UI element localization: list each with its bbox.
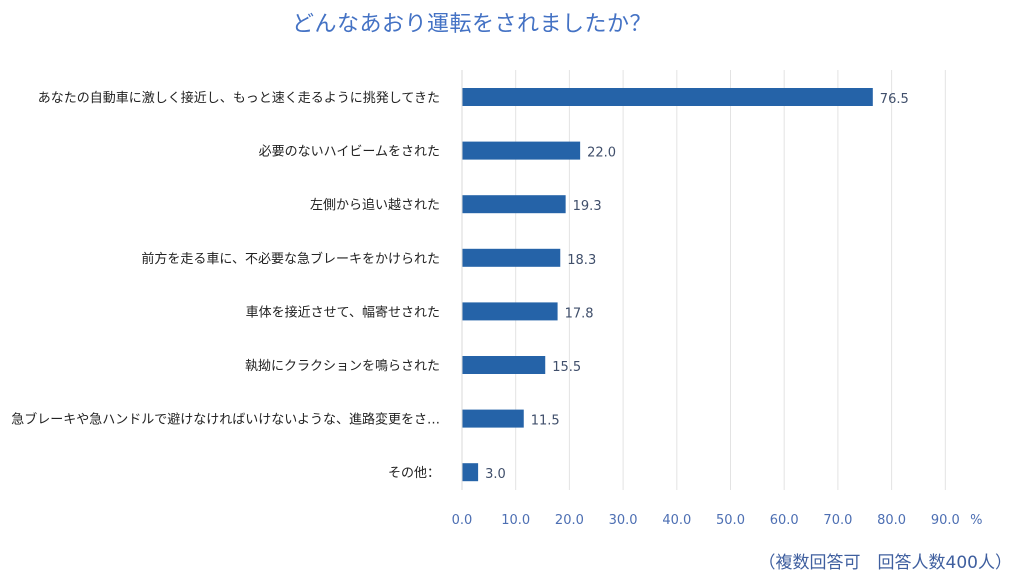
data-label: 11.5 xyxy=(531,414,560,429)
chart-title: どんなあおり運転をされましたか？ xyxy=(291,12,652,37)
bar xyxy=(462,88,873,106)
data-label: 3.0 xyxy=(485,467,506,482)
category-label: 左側から追い越された xyxy=(310,197,440,213)
x-tick-label: 80.0 xyxy=(877,513,906,528)
x-tick-label: 90.0 xyxy=(931,513,960,528)
x-tick-label: 0.0 xyxy=(452,513,473,528)
bar xyxy=(462,302,558,321)
bar xyxy=(462,248,561,267)
x-tick-label: 60.0 xyxy=(770,513,799,528)
data-label: 18.3 xyxy=(567,253,596,268)
x-tick-label: 40.0 xyxy=(662,513,691,528)
respondent-footnote: （複数回答可 回答人数400人） xyxy=(758,553,1012,573)
category-label: 執拗にクラクションを鳴らされた xyxy=(245,358,440,374)
data-label: 22.0 xyxy=(587,146,616,161)
category-label: 必要のないハイビームをされた xyxy=(259,145,440,160)
category-label: 前方を走る車に、不必要な急ブレーキをかけられた xyxy=(141,251,440,267)
category-label: 車体を接近させて、幅寄せされた xyxy=(246,304,440,320)
data-label: 17.8 xyxy=(565,306,594,321)
category-label: 急ブレーキや急ハンドルで避けなければいけないような、進路変更をさ… xyxy=(11,412,440,428)
x-tick-label: 70.0 xyxy=(823,513,852,528)
bar xyxy=(462,463,479,482)
bar xyxy=(462,356,546,374)
bar xyxy=(462,141,581,160)
x-tick-label: 50.0 xyxy=(716,513,745,528)
bar xyxy=(462,409,524,428)
category-label: その他： xyxy=(388,466,440,481)
category-label: あなたの自動車に激しく接近し、もっと速く走るように挑発してきた xyxy=(38,90,440,106)
data-label: 15.5 xyxy=(552,360,581,375)
x-tick-label: 10.0 xyxy=(501,513,530,528)
x-unit-label: % xyxy=(970,513,982,528)
bar xyxy=(462,195,566,214)
x-tick-label: 30.0 xyxy=(609,513,638,528)
data-label: 76.5 xyxy=(880,92,909,107)
x-tick-label: 20.0 xyxy=(555,513,584,528)
data-label: 19.3 xyxy=(573,199,602,214)
